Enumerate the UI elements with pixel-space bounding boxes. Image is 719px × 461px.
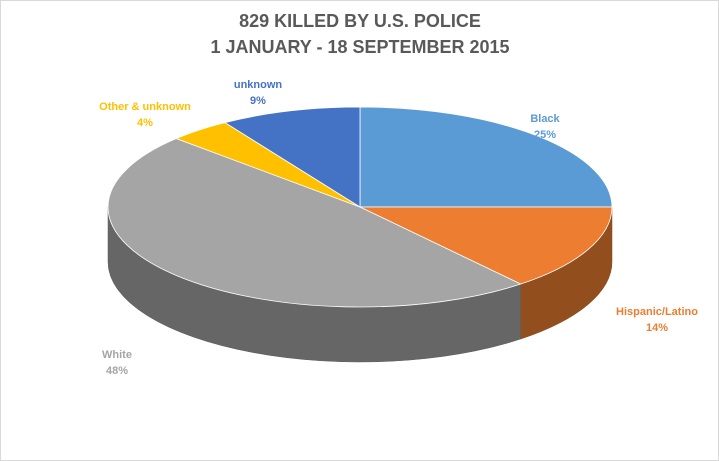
- slice-value-label: 14%: [646, 322, 668, 334]
- slice-label: Hispanic/Latino: [616, 306, 698, 318]
- slice-label: Other & unknown: [99, 101, 191, 113]
- slice: [359, 206, 613, 285]
- slice: [107, 138, 522, 308]
- slice-label: unknown: [234, 79, 283, 91]
- slice-value-label: 48%: [106, 365, 128, 377]
- chart-subtitle: 1 JANUARY - 18 SEPTEMBER 2015: [210, 37, 509, 57]
- slice-label: Black: [530, 113, 560, 125]
- slice-label: White: [102, 349, 132, 361]
- slice-value-label: 9%: [250, 95, 266, 107]
- slice: [223, 106, 361, 208]
- slice-value-label: 25%: [534, 129, 556, 141]
- slice: [359, 106, 613, 208]
- slice-value-label: 4%: [137, 117, 153, 129]
- chart-title: 829 KILLED BY U.S. POLICE: [239, 11, 481, 31]
